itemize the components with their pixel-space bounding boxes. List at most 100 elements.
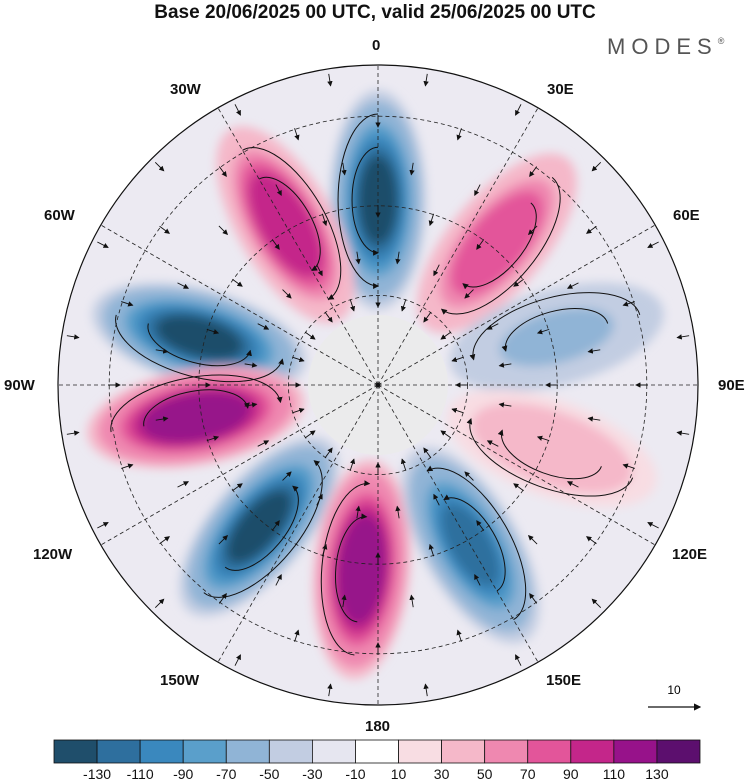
map-border [57, 64, 699, 706]
wind-vector [536, 435, 550, 442]
colorbar-swatch [182, 739, 227, 764]
wind-vector [527, 534, 538, 545]
anomaly-contour [152, 396, 240, 438]
wind-vector [121, 301, 134, 307]
anomaly-lobe [313, 459, 411, 679]
lon-label-0: 0 [372, 37, 381, 54]
wind-vector [515, 104, 522, 116]
wind-vector [587, 416, 601, 422]
registered-mark: ® [717, 36, 725, 46]
colorbar-tick-label: 130 [645, 766, 669, 782]
wind-vector [451, 356, 464, 363]
streamline-loop [426, 465, 527, 621]
wind-vector [159, 225, 171, 234]
wind-vector [529, 592, 538, 604]
wind-vector [321, 213, 328, 227]
anomaly-lobe [447, 389, 657, 508]
colorbar-tick-label: 110 [602, 766, 626, 782]
wind-vector [587, 348, 601, 354]
streamline-loop [497, 429, 602, 480]
wind-vector [294, 128, 300, 141]
wind-vector [409, 594, 415, 608]
wind-vector [304, 430, 316, 439]
streamline [440, 177, 561, 315]
streamline [337, 113, 380, 289]
colorbar-swatch [311, 739, 356, 764]
anomaly-contour [461, 203, 532, 283]
wind-vector [257, 440, 270, 447]
colorbar-tick-label: -10 [345, 766, 366, 782]
anomaly-lobe [92, 282, 307, 392]
wind-vector [294, 629, 300, 642]
lon-label-60e: 60E [673, 207, 700, 224]
streamline [466, 418, 634, 497]
wind-vector [324, 311, 333, 323]
wind-vector [647, 522, 659, 529]
wind-vector [66, 430, 80, 436]
wind-vector [474, 573, 481, 586]
wind-vector [464, 289, 474, 299]
wind-vector [647, 241, 659, 248]
colorbar-tick-label: -130 [83, 766, 112, 782]
wind-vector [433, 493, 440, 506]
colorbar-swatch [570, 739, 615, 764]
streamline-loop [224, 485, 299, 571]
wind-vector [244, 402, 258, 408]
streamline-loop [351, 146, 380, 256]
wind-vector [232, 278, 243, 287]
streamline-loop [147, 323, 252, 367]
streamline [147, 323, 252, 367]
wind-vector [440, 430, 452, 439]
wind-vector [206, 328, 220, 335]
colorbar-tick-label: 50 [476, 766, 493, 782]
wind-vector [355, 505, 361, 519]
streamline-loop [469, 292, 641, 361]
colorbar-swatch [355, 739, 399, 764]
wind-vector [515, 654, 522, 666]
wind-vector [409, 162, 415, 176]
wind-vector [275, 573, 282, 586]
wind-vector [622, 301, 635, 307]
wind-vector [585, 225, 597, 234]
colorbar-tick-label: -30 [302, 766, 323, 782]
streamline [426, 465, 527, 621]
wind-vector [234, 104, 241, 116]
wind-vector [529, 166, 538, 178]
meridian [377, 384, 539, 663]
wind-vector [66, 334, 80, 340]
colorbar-tick-label: 10 [390, 766, 407, 782]
streamlines [66, 73, 690, 697]
streamline-loop [443, 494, 506, 592]
colorbar-swatch [613, 739, 658, 764]
wind-vector [591, 598, 602, 609]
modes-logo: MODES® [607, 34, 724, 60]
wind-vector [159, 536, 171, 545]
wind-vector [218, 592, 227, 604]
streamline-loop [337, 113, 380, 289]
wind-vector [451, 407, 464, 414]
streamline [115, 314, 284, 383]
meridian [217, 107, 379, 386]
wind-vector [327, 73, 333, 87]
wind-vector [400, 299, 407, 312]
wind-vector [155, 416, 169, 422]
streamline-loop [320, 480, 371, 656]
wind-vector [676, 334, 690, 340]
anomaly-lobe [179, 436, 339, 617]
wind-vector [232, 483, 243, 492]
wind-vector [498, 362, 512, 368]
colorbar-swatch [398, 739, 442, 764]
meridian [377, 384, 656, 546]
streamline-loop [143, 389, 250, 427]
wind-vector [316, 264, 323, 277]
lon-label-150w: 150W [160, 672, 200, 689]
wind-vector [282, 471, 292, 481]
wind-vector [177, 481, 190, 488]
wind-vector [486, 440, 499, 447]
colorbar-swatch [441, 739, 486, 764]
streamline [224, 485, 299, 571]
streamline [110, 374, 283, 433]
wind-vector [341, 594, 347, 608]
lon-label-150e: 150E [546, 672, 582, 689]
wind-vector [355, 251, 361, 265]
